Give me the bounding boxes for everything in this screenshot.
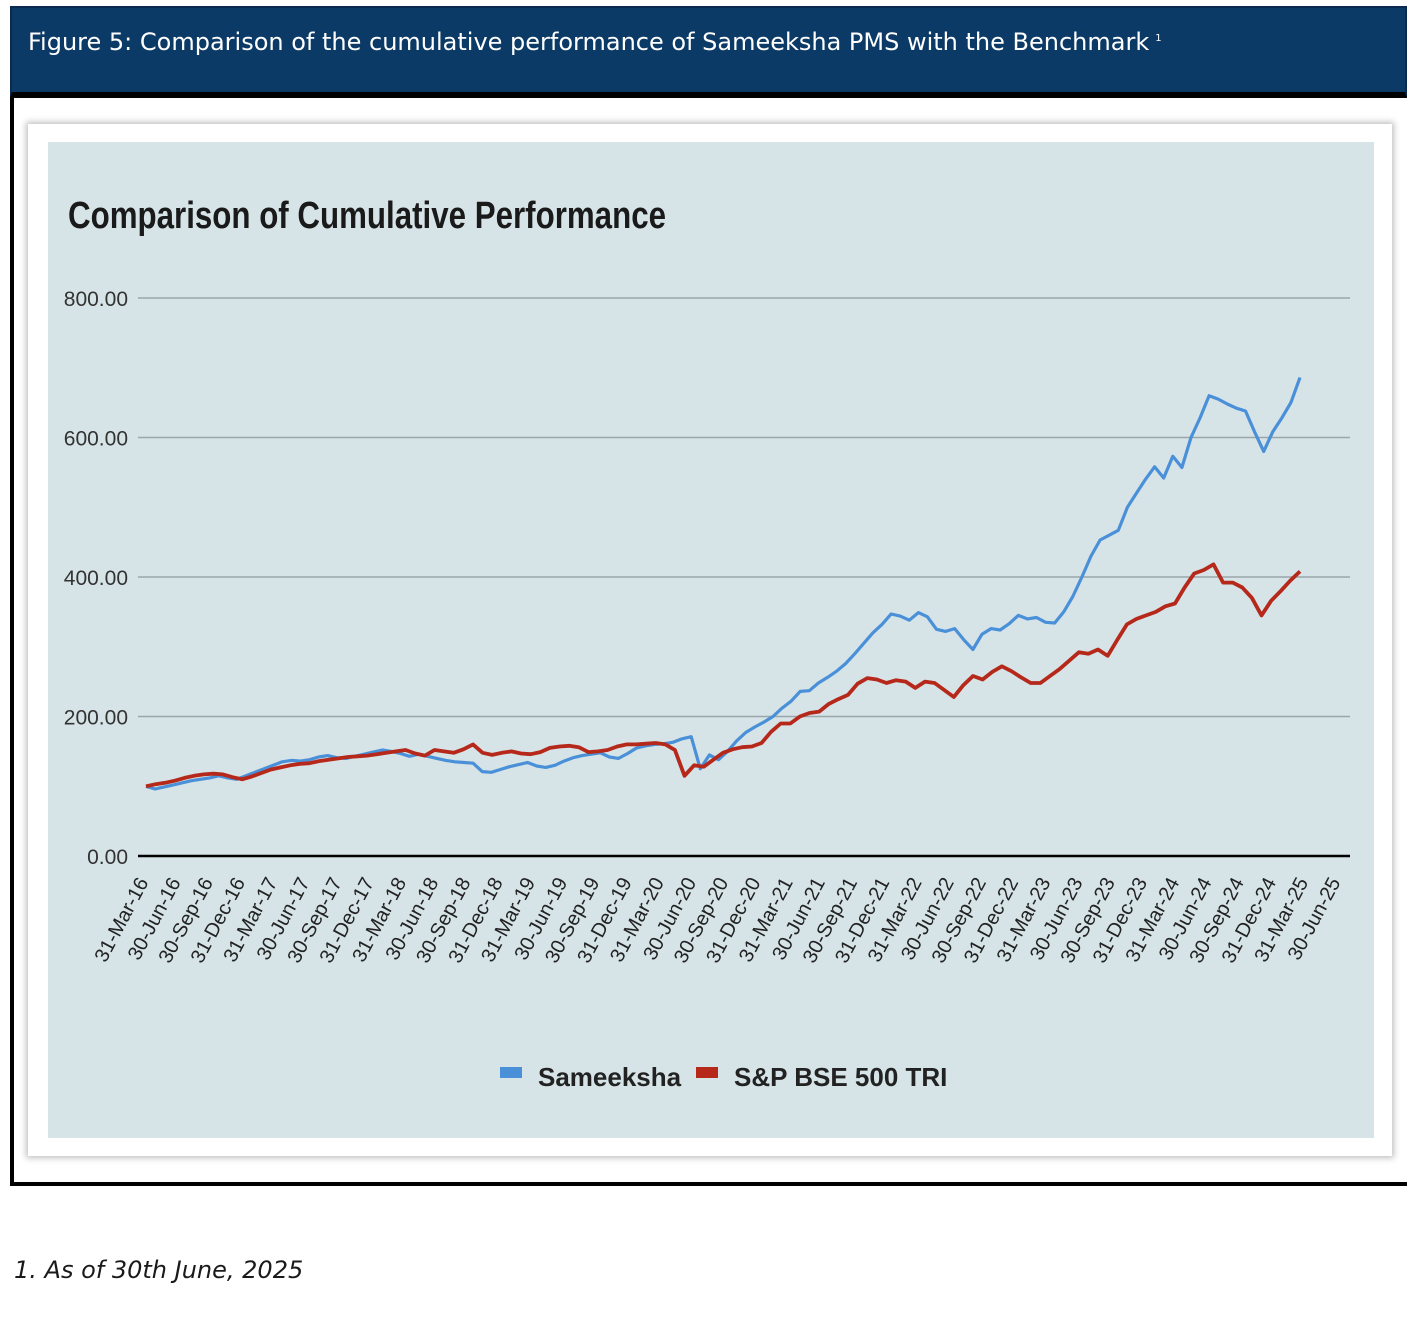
y-tick-label: 800.00: [64, 288, 128, 311]
series-line-benchmark: [145, 562, 1302, 789]
figure-title-superscript: 1: [1155, 33, 1162, 44]
footnote: 1. As of 30th June, 2025: [14, 1256, 304, 1284]
y-tick-label: 400.00: [64, 567, 128, 590]
legend-swatch: [500, 1067, 522, 1078]
figure-header: Figure 5: Comparison of the cumulative p…: [10, 6, 1407, 98]
legend: Sameeksha S&P BSE 500 TRI: [500, 1062, 947, 1092]
y-tick-label: 0.00: [87, 846, 128, 869]
legend-label: Sameeksha: [538, 1062, 682, 1092]
y-tick-label: 600.00: [64, 428, 128, 451]
legend-label: S&P BSE 500 TRI: [734, 1062, 947, 1092]
series-lines: [145, 376, 1302, 791]
chart-area: Comparison of Cumulative Performance 0.0…: [48, 142, 1374, 1138]
x-axis-ticks: 31-Mar-1630-Jun-1630-Sep-1631-Dec-1631-M…: [91, 874, 1346, 967]
chart-title: Comparison of Cumulative Performance: [68, 195, 666, 237]
gridlines: [138, 297, 1350, 858]
figure-title-label: Figure 5: Comparison of the cumulative p…: [28, 28, 1150, 56]
legend-swatch: [696, 1067, 718, 1078]
y-axis-ticks: 0.00 200.00 400.00 600.00 800.00: [64, 288, 128, 869]
series-line-sameeksha: [145, 376, 1302, 791]
line-chart: Comparison of Cumulative Performance 0.0…: [64, 195, 1350, 1092]
y-tick-label: 200.00: [64, 707, 128, 730]
figure-title: Figure 5: Comparison of the cumulative p…: [28, 28, 1162, 56]
